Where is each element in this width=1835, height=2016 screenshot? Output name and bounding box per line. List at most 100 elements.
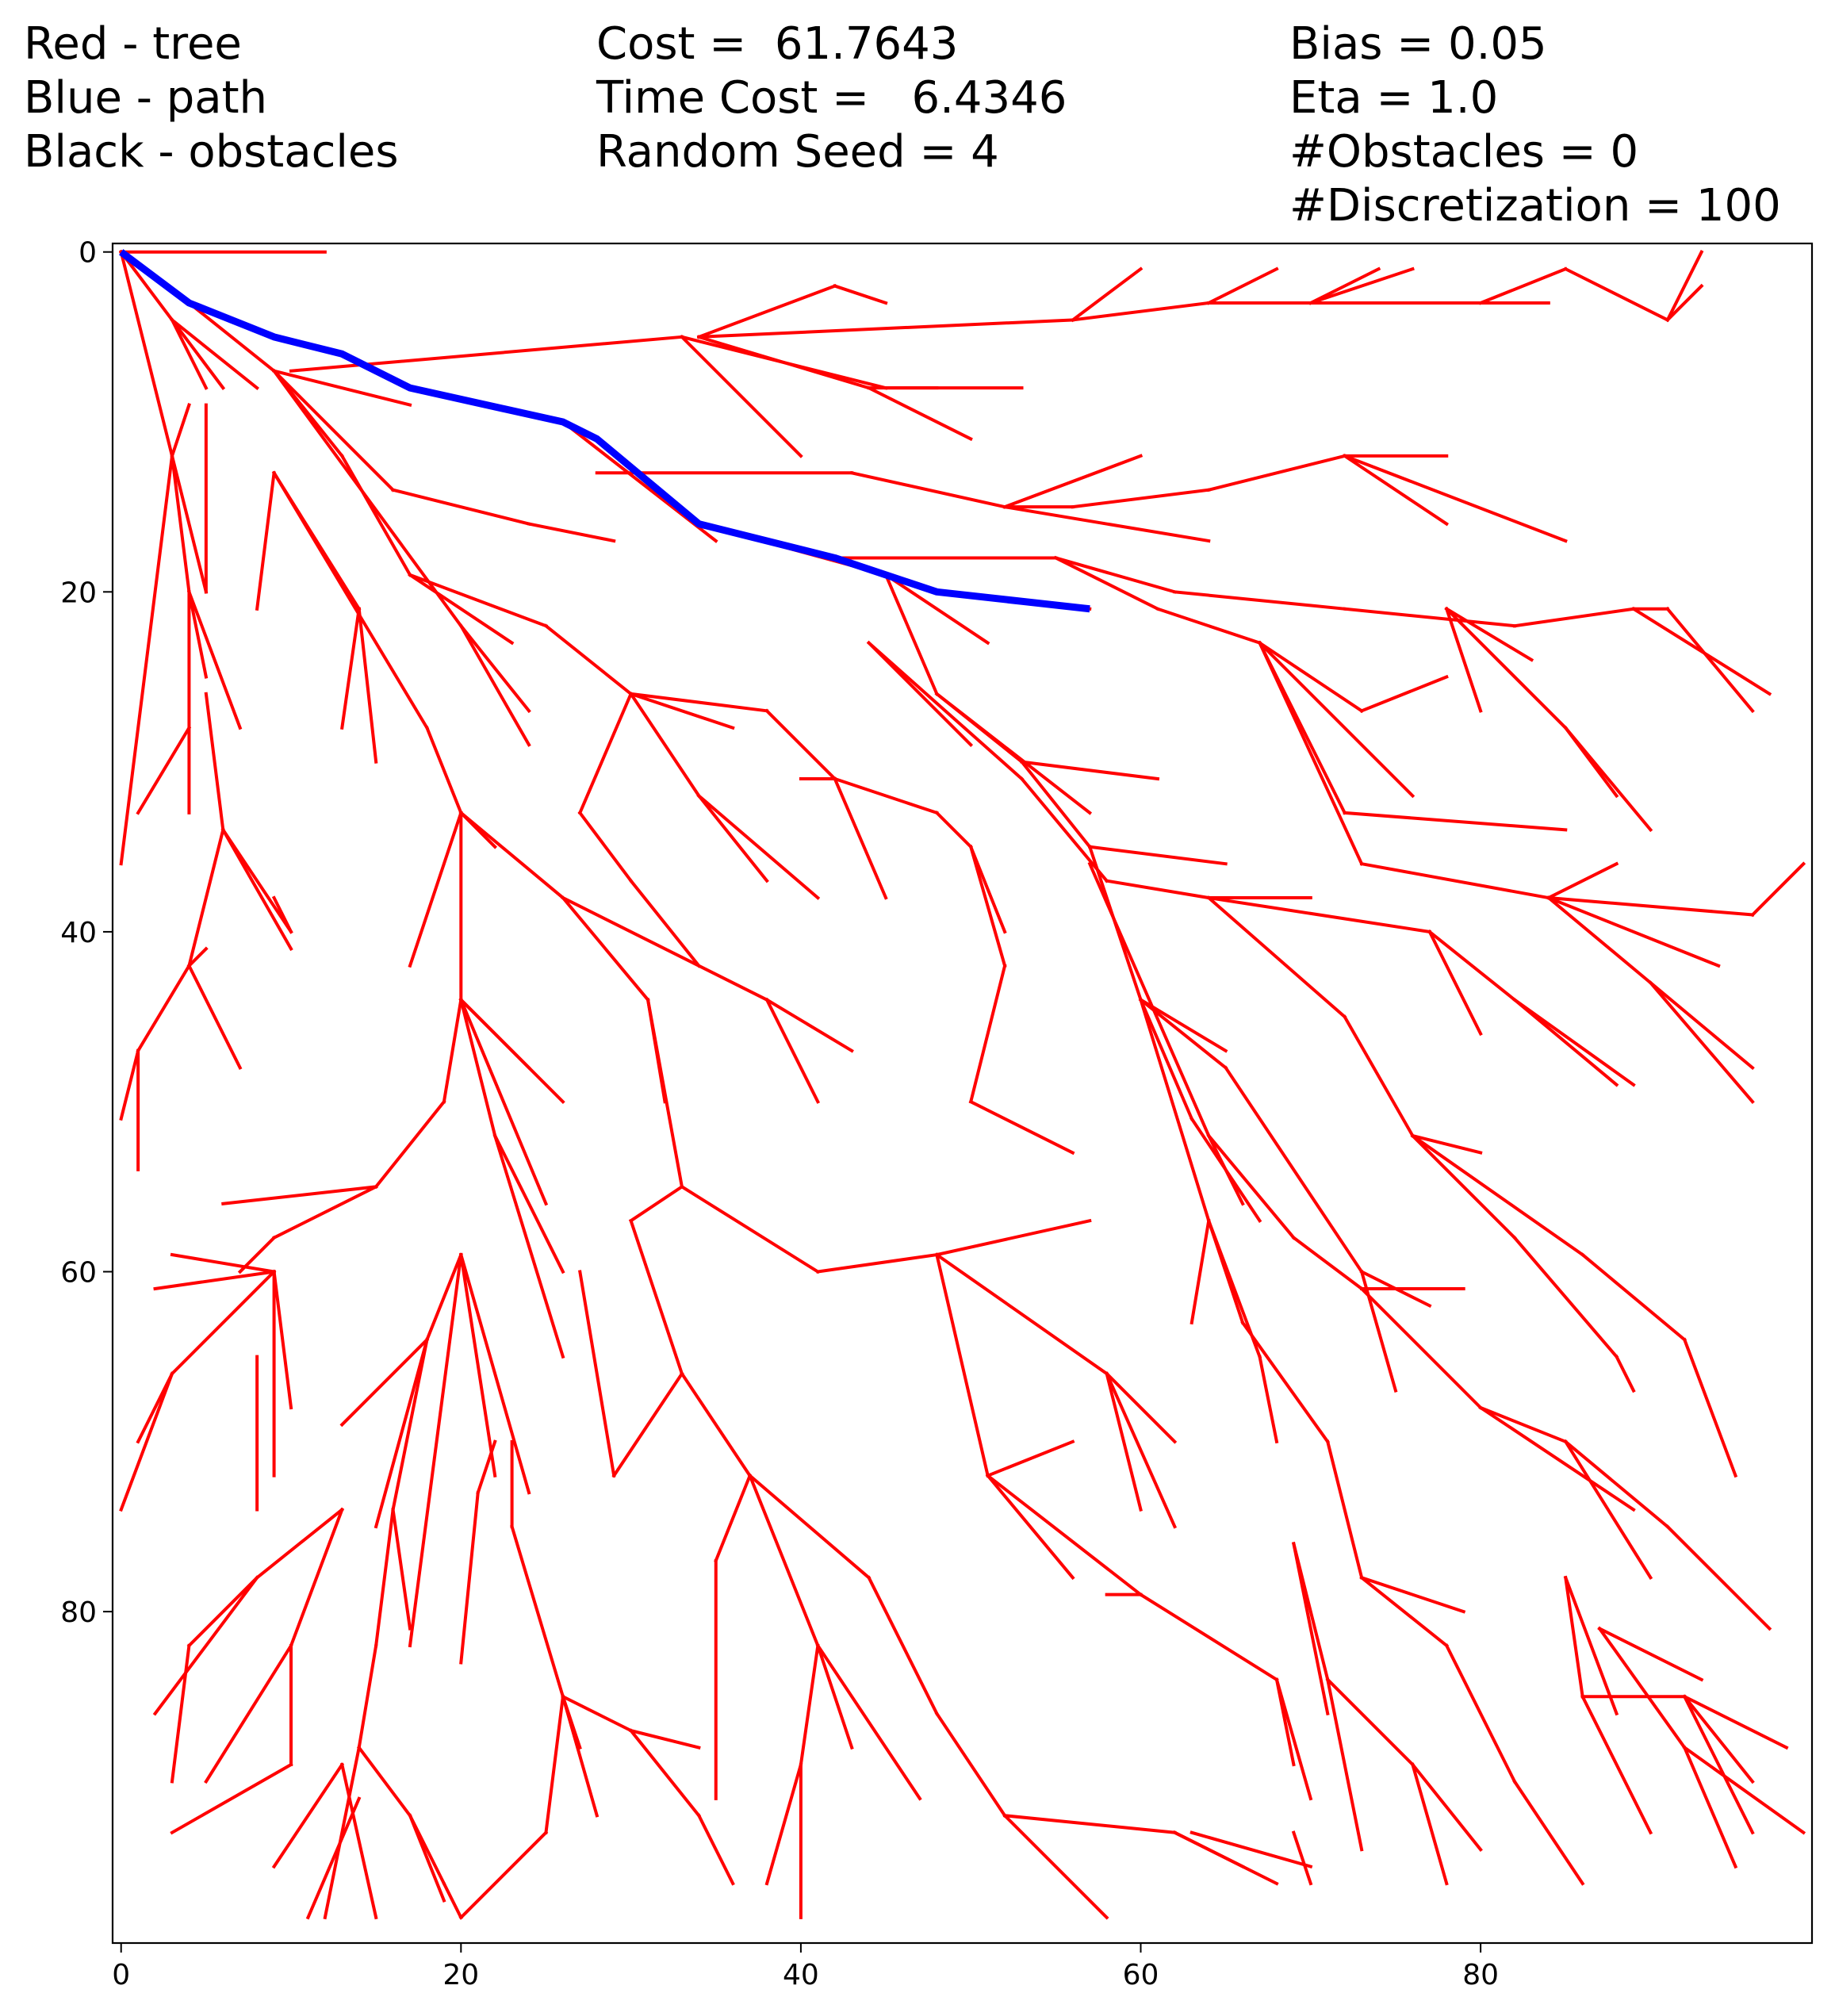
legend-tree: Red - tree bbox=[24, 18, 242, 70]
tree-edge bbox=[1206, 454, 1347, 493]
params-text: Bias = 0.05 Eta = 1.0 #Obstacles = 0 #Di… bbox=[1289, 17, 1781, 233]
tree-edge bbox=[1444, 607, 1534, 662]
tree-edge bbox=[1410, 1762, 1449, 1886]
tree-series bbox=[118, 249, 1806, 1920]
tree-edge bbox=[1104, 1371, 1178, 1444]
tree-edge bbox=[1087, 861, 1211, 1138]
tree-edge bbox=[1343, 454, 1568, 543]
tree-edge bbox=[1682, 1694, 1789, 1750]
tree-edge bbox=[204, 1643, 293, 1784]
tree-edge bbox=[391, 1508, 412, 1631]
axis-ticks: 0 20 40 60 80 0 20 40 60 80 bbox=[60, 237, 1499, 1991]
tree-edge bbox=[1682, 1745, 1738, 1869]
tree-edge bbox=[629, 1218, 684, 1376]
tree-edge bbox=[1223, 1065, 1364, 1274]
tree-edge bbox=[1325, 1677, 1364, 1852]
tree-edge bbox=[170, 454, 191, 594]
tree-edge bbox=[680, 1371, 753, 1478]
tree-edge bbox=[170, 1643, 191, 1784]
tree-edge bbox=[544, 1695, 565, 1834]
tree-edge bbox=[1325, 1439, 1364, 1580]
tree-edge bbox=[934, 1252, 990, 1478]
tree-edge bbox=[170, 454, 209, 594]
tree-edge bbox=[1172, 1830, 1245, 1869]
x-tick-label: 40 bbox=[783, 1959, 819, 1991]
tree-edge bbox=[408, 1813, 446, 1903]
tree-edge bbox=[968, 964, 1007, 1104]
tree-edge bbox=[833, 776, 939, 815]
tree-edge bbox=[1563, 1575, 1619, 1716]
tree-edge bbox=[458, 997, 565, 1105]
legend-path: Blue - path bbox=[24, 72, 268, 124]
tree-edge bbox=[1002, 1814, 1177, 1834]
tree-edge bbox=[1512, 1235, 1619, 1359]
tree-edge bbox=[934, 1711, 1007, 1819]
tree-edge bbox=[1071, 301, 1211, 322]
tree-edge bbox=[628, 692, 702, 799]
tree-edge bbox=[119, 1371, 174, 1512]
tree-edge bbox=[578, 1270, 616, 1478]
tree-edge bbox=[543, 623, 634, 696]
tree-edge bbox=[1359, 1286, 1483, 1410]
tree-edge bbox=[1105, 1371, 1143, 1512]
tree-edge bbox=[1257, 640, 1416, 799]
tree-edge bbox=[271, 368, 464, 628]
tree-edge bbox=[1002, 454, 1144, 509]
tree-edge bbox=[1138, 997, 1228, 1053]
tree-edge bbox=[1580, 1252, 1688, 1343]
tree-edge bbox=[527, 522, 616, 543]
tree-edge bbox=[934, 692, 1025, 765]
tree-edge bbox=[747, 1473, 872, 1581]
tree-edge bbox=[714, 1474, 753, 1563]
legend-obstacles: Black - obstacles bbox=[24, 126, 399, 178]
tree-edge bbox=[186, 589, 243, 730]
tree-edge bbox=[458, 1252, 531, 1495]
tree-edge bbox=[136, 964, 192, 1053]
tree-edge bbox=[289, 1507, 344, 1648]
tree-edge bbox=[1410, 1133, 1585, 1257]
tree-edge bbox=[1546, 895, 1653, 986]
tree-edge bbox=[1410, 1762, 1483, 1852]
tree-edge bbox=[1359, 1575, 1450, 1648]
tree-edge bbox=[1206, 1218, 1262, 1359]
tree-edge bbox=[458, 623, 531, 747]
tree-edge bbox=[883, 573, 990, 646]
tree-edge bbox=[1342, 454, 1450, 527]
tree-edge bbox=[696, 793, 821, 900]
tree-edge bbox=[357, 607, 378, 764]
tree-edge bbox=[339, 1762, 378, 1920]
tree-edge bbox=[1138, 998, 1194, 1121]
tree-edge bbox=[255, 1507, 345, 1581]
tree-edge bbox=[1206, 895, 1347, 1019]
tree-edge bbox=[1019, 776, 1109, 883]
tree-edge bbox=[221, 1185, 378, 1206]
tree-edge bbox=[339, 454, 412, 577]
tree-edge bbox=[356, 1745, 412, 1819]
tree-edge bbox=[577, 692, 634, 815]
tree-edge bbox=[1002, 1813, 1109, 1920]
tree-edge bbox=[442, 1881, 463, 1920]
tree-edge bbox=[1750, 861, 1806, 918]
tree-edge bbox=[1648, 980, 1755, 1071]
tree-edge bbox=[1546, 861, 1619, 900]
tree-edge bbox=[170, 1252, 276, 1274]
tree-edge bbox=[577, 811, 634, 883]
tree-edge bbox=[1343, 607, 1517, 628]
legend-text: Red - tree Blue - path Black - obstacles bbox=[24, 17, 399, 179]
tree-edge bbox=[1087, 845, 1228, 866]
tree-edge bbox=[323, 1746, 362, 1920]
tree-edge bbox=[1359, 861, 1551, 900]
tree-edge bbox=[357, 1643, 378, 1750]
tree-edge bbox=[476, 1439, 497, 1495]
tree-edge bbox=[271, 368, 396, 493]
tree-edge bbox=[391, 1337, 429, 1512]
tree-edge bbox=[374, 1508, 395, 1648]
tree-edge bbox=[1240, 1320, 1331, 1444]
tree-edge bbox=[985, 1473, 1075, 1581]
tree-edge bbox=[646, 998, 684, 1189]
tree-edge bbox=[442, 998, 463, 1104]
tree-edge bbox=[968, 845, 1007, 934]
tree-edge bbox=[985, 1473, 1144, 1597]
tree-edge bbox=[136, 1371, 174, 1444]
